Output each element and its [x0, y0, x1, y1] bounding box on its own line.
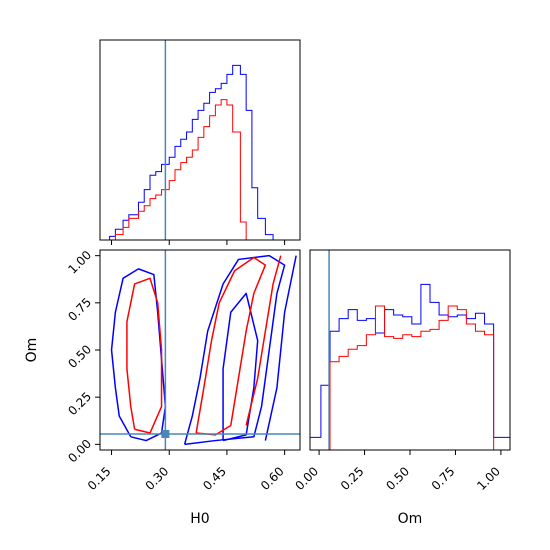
hist-h0-marks: [100, 40, 293, 241]
contour-ytick-label-3: 0.75: [65, 295, 94, 324]
contour-series-1-level-1: [195, 256, 267, 436]
contour-xtick-label-3: 0.60: [258, 464, 287, 493]
contour-series-1-level-0: [126, 277, 163, 434]
hist-om-xtick-label-1: 0.25: [338, 464, 367, 493]
contour-marks: [100, 250, 300, 450]
contour-ytick-label-4: 1.00: [65, 248, 94, 277]
hist-om-ticks: 0.00 0.25 0.50 0.75 1.00: [292, 450, 503, 493]
contour-series-0-level-2: [222, 292, 259, 442]
contour-xtick-label-0: 0.15: [85, 464, 114, 493]
hist-om-frame: [309, 249, 511, 451]
contour-series-0-level-0: [110, 268, 167, 442]
contour-ytick-label-1: 0.25: [65, 389, 94, 418]
contour-xtick-label-1: 0.30: [143, 464, 172, 493]
hist-h0-ticks: [111, 240, 286, 245]
contour-truth-marker: [161, 429, 170, 438]
contour-ylabel: Om: [24, 338, 40, 363]
contour-clip-group: [100, 250, 300, 450]
contour-series-1-level-2: [245, 255, 282, 426]
hist-om-xlabel: Om: [398, 511, 423, 527]
hist-om-series-1-step: [310, 305, 510, 451]
panel-hist-h0: [99, 39, 301, 245]
hist-om-series-0-step: [309, 283, 511, 450]
contour-ticks: 0.15 0.30 0.45 0.60 0.00 0.25 0.50 0.75 1.00: [65, 248, 286, 493]
hist-om-xtick-label-3: 0.75: [429, 464, 458, 493]
hist-h0-series-0-step: [100, 64, 293, 241]
contour-ytick-label-2: 0.50: [65, 342, 94, 371]
hist-om-xtick-label-0: 0.00: [292, 464, 321, 493]
hist-h0-series-1-step: [100, 99, 293, 241]
hist-h0-frame: [99, 39, 301, 241]
panel-hist-om: 0.00 0.25 0.50 0.75 1.00 Om: [292, 249, 511, 527]
contour-series-0-level-3: [264, 255, 297, 441]
contour-series-0-level-1: [183, 254, 286, 446]
contour-xlabel: H0: [190, 511, 209, 527]
contour-xtick-label-2: 0.45: [200, 464, 229, 493]
panel-contour-h0-om: 0.15 0.30 0.45 0.600.000.250.500.751.00 H0 …: [24, 248, 301, 527]
hist-om-marks: [309, 250, 511, 451]
contour-ytick-label-0: 0.00: [65, 437, 94, 466]
hist-om-xtick-label-4: 1.00: [474, 464, 503, 493]
hist-om-xtick-label-2: 0.50: [383, 464, 412, 493]
